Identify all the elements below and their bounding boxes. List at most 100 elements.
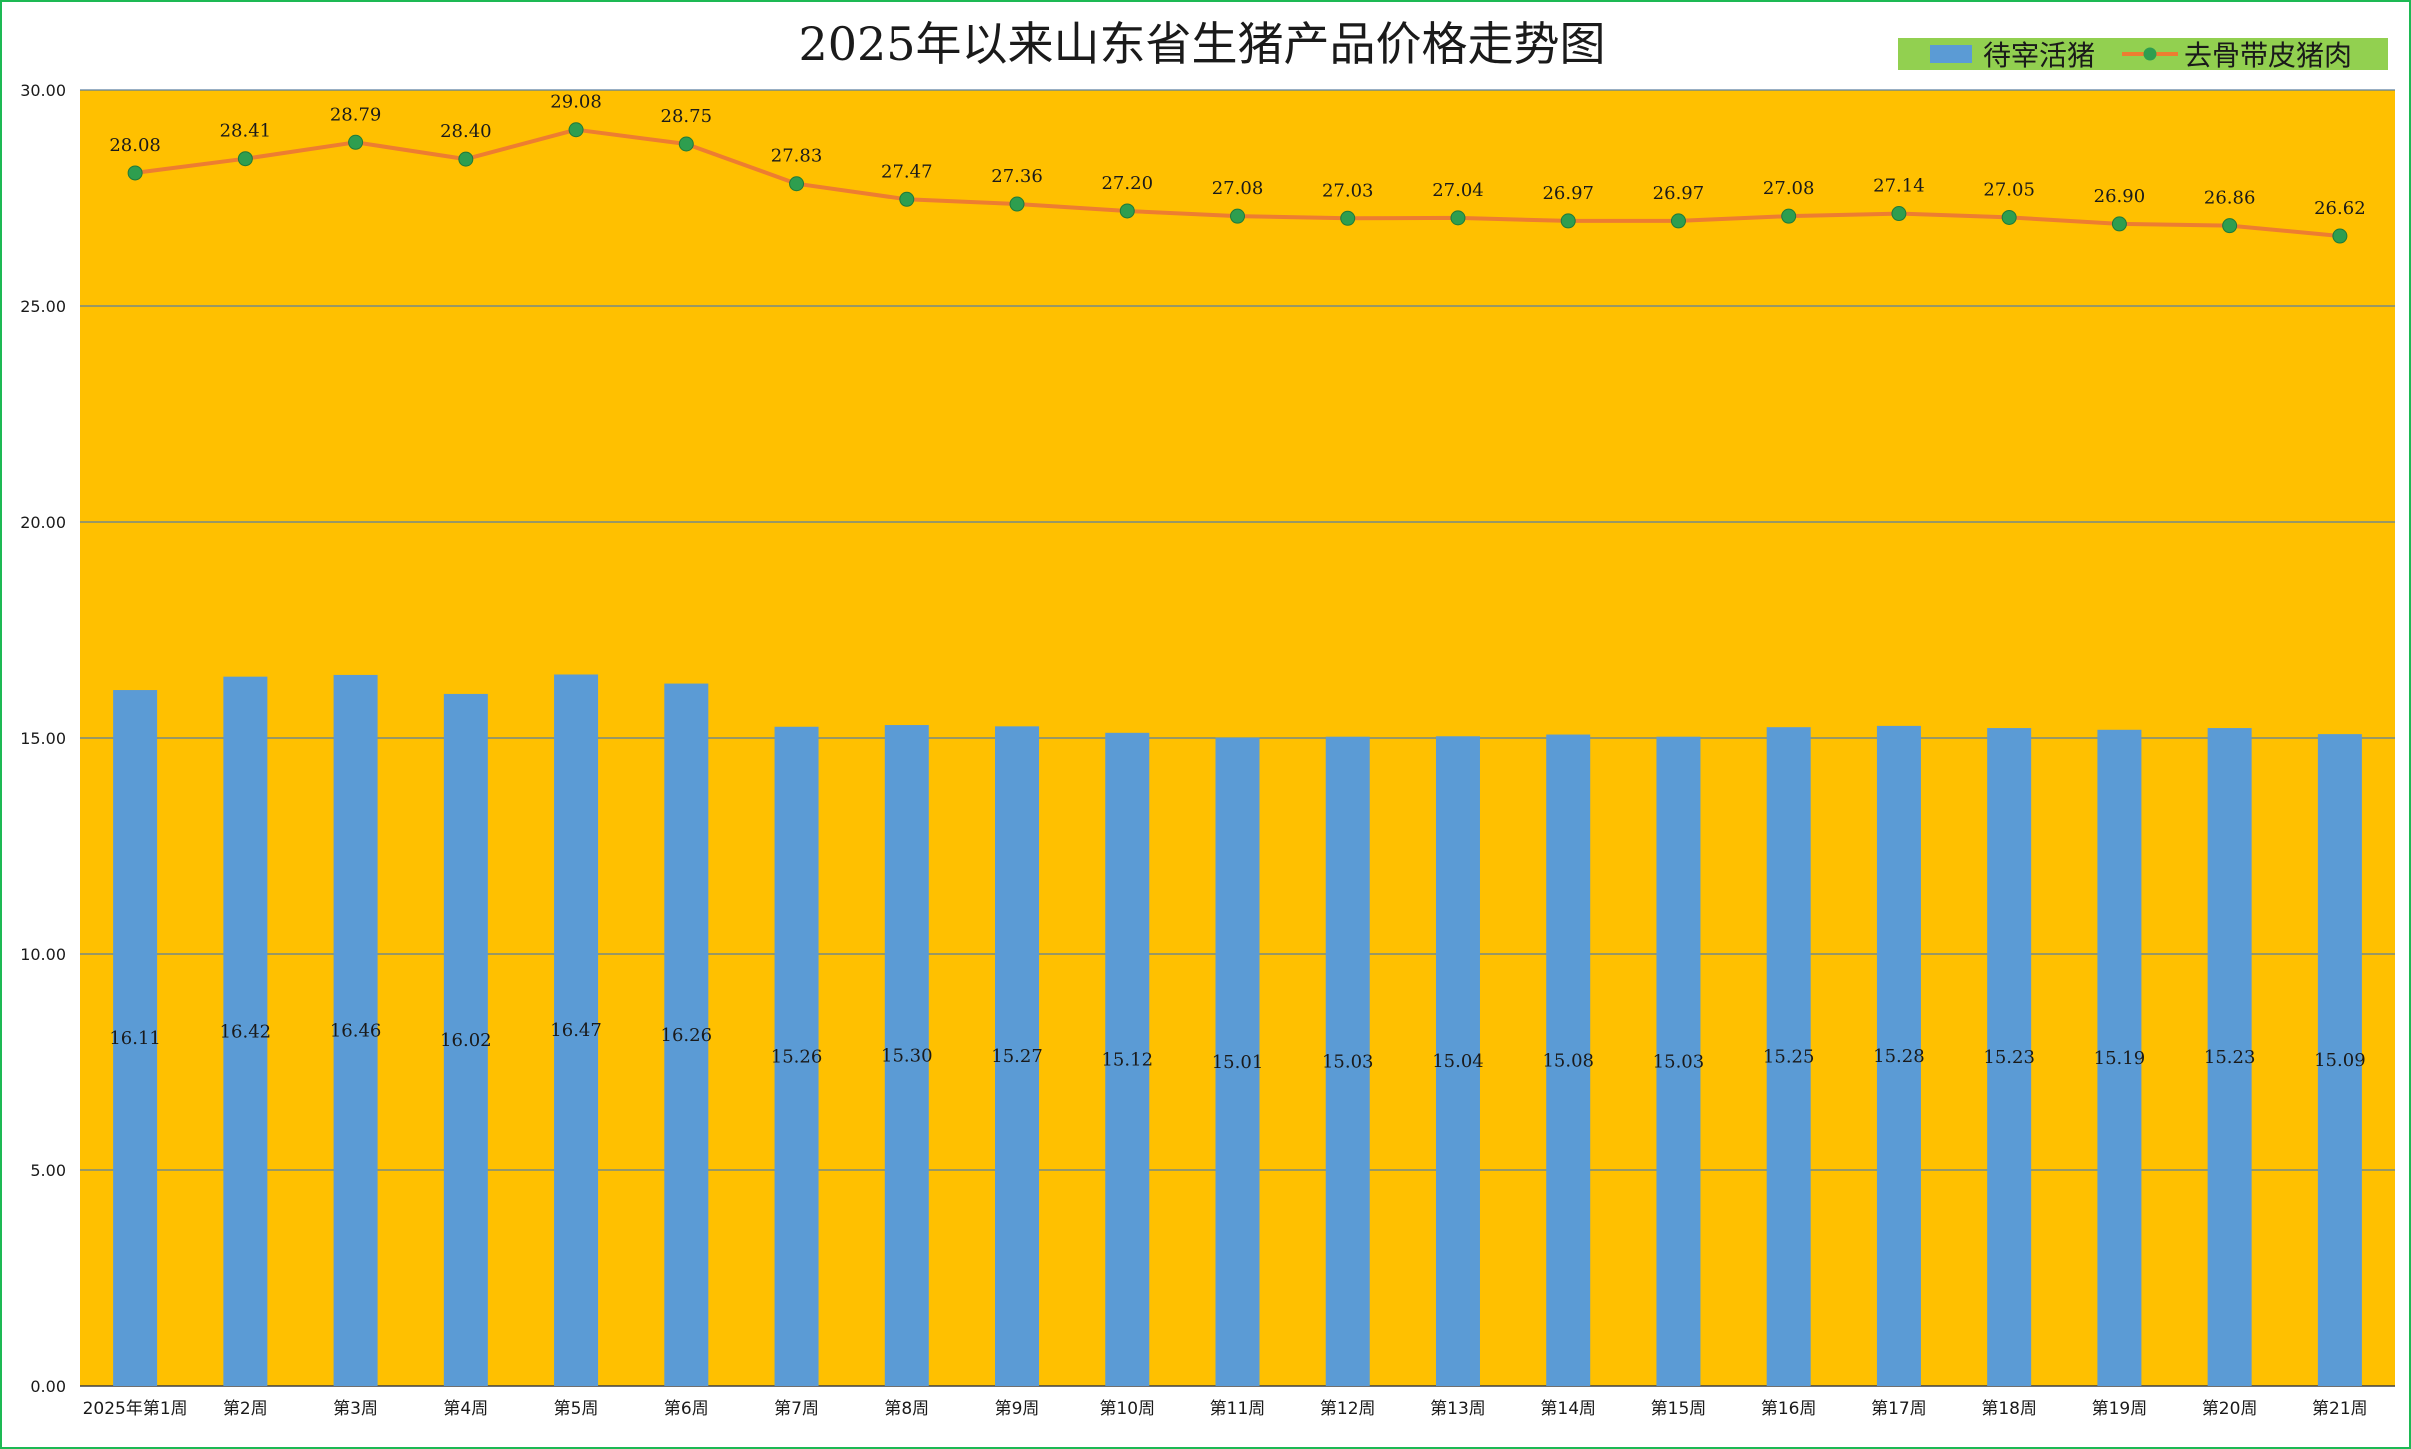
x-tick-label: 第10周: [1099, 1399, 1155, 1419]
x-tick-label: 第9周: [995, 1399, 1040, 1419]
bar-data-label: 15.23: [2204, 1047, 2256, 1068]
x-tick-label: 第14周: [1540, 1399, 1596, 1419]
x-axis-ticks: 2025年第1周 第2周 第3周 第4周 第5周 第6周 第7周 第8周 第9周 第10周 第11周…: [83, 1399, 2368, 1419]
line-point: [237, 151, 253, 167]
bar: [443, 693, 488, 1386]
bar: [1435, 736, 1480, 1386]
bar: [884, 725, 929, 1386]
line-data-label: 28.75: [661, 106, 713, 127]
bar-data-label: 16.47: [550, 1020, 602, 1041]
bar: [774, 726, 819, 1386]
x-tick-label: 第13周: [1430, 1399, 1486, 1419]
bar-data-label: 15.28: [1873, 1046, 1925, 1067]
bar: [2097, 729, 2142, 1386]
legend: 待宰活猪 去骨带皮猪肉: [1898, 38, 2388, 72]
y-tick-label: 15.00: [20, 729, 66, 748]
line-data-label: 27.36: [991, 166, 1043, 187]
chart-title: 2025年以来山东省生猪产品价格走势图: [798, 17, 1605, 71]
line-point: [1009, 196, 1025, 212]
x-tick-label: 2025年第1周: [83, 1399, 188, 1419]
x-tick-label: 第12周: [1320, 1399, 1376, 1419]
bar-data-label: 15.23: [1983, 1047, 2035, 1068]
legend-marker-swatch: [2143, 47, 2157, 61]
x-tick-label: 第8周: [884, 1399, 929, 1419]
y-tick-label: 0.00: [30, 1377, 66, 1396]
x-tick-label: 第7周: [774, 1399, 819, 1419]
bar: [1215, 737, 1260, 1386]
line-data-label: 27.14: [1873, 176, 1925, 197]
bar: [995, 726, 1040, 1386]
line-data-label: 28.79: [330, 104, 382, 125]
bar: [554, 674, 599, 1386]
line-point: [1340, 210, 1356, 226]
line-point: [2111, 216, 2127, 232]
legend-bar-swatch: [1930, 45, 1972, 63]
bar-data-label: 15.26: [771, 1046, 823, 1067]
bar-data-label: 16.26: [661, 1025, 713, 1046]
x-tick-label: 第4周: [443, 1399, 488, 1419]
bar: [223, 676, 268, 1386]
x-tick-label: 第5周: [554, 1399, 599, 1419]
line-point: [1230, 208, 1245, 224]
x-tick-label: 第16周: [1761, 1399, 1817, 1419]
bar-data-label: 15.25: [1763, 1047, 1815, 1068]
bar-data-label: 15.04: [1432, 1051, 1484, 1072]
bar-data-label: 16.42: [220, 1021, 272, 1042]
y-tick-label: 30.00: [20, 81, 66, 100]
bar-data-label: 15.03: [1653, 1051, 1705, 1072]
y-tick-label: 5.00: [30, 1161, 66, 1180]
line-point: [1781, 208, 1797, 224]
bar-data-label: 15.19: [2094, 1048, 2146, 1069]
line-data-label: 26.97: [1653, 183, 1705, 204]
line-data-label: 26.90: [2094, 186, 2146, 207]
line-point: [568, 122, 584, 138]
bar-data-label: 16.02: [440, 1030, 492, 1051]
legend-label-live-hog: 待宰活猪: [1983, 39, 2095, 72]
line-series-pork: [127, 122, 2348, 244]
line-data-labels: 28.08 28.41 28.79 28.40 29.08 28.75 27.83 27.47…: [109, 92, 2365, 219]
bar-data-label: 15.01: [1212, 1052, 1264, 1073]
bar: [1325, 736, 1370, 1386]
bar: [1987, 728, 2032, 1386]
bar-data-label: 16.46: [330, 1020, 382, 1041]
bar: [2317, 734, 2362, 1386]
x-tick-label: 第19周: [2092, 1399, 2148, 1419]
bar: [2207, 728, 2252, 1386]
bar-data-labels: 16.11 16.42 16.46 16.02 16.47 16.26 15.26 15.30…: [109, 1020, 2365, 1073]
line-point: [458, 151, 474, 167]
line-data-label: 28.40: [440, 121, 492, 142]
line-data-label: 27.08: [1763, 178, 1815, 199]
bar-data-label: 15.30: [881, 1046, 933, 1067]
x-tick-label: 第11周: [1210, 1399, 1266, 1419]
line-point: [678, 136, 694, 152]
x-tick-label: 第21周: [2312, 1399, 2368, 1419]
line-data-label: 26.97: [1542, 183, 1594, 204]
line-data-label: 28.41: [220, 121, 272, 142]
x-tick-label: 第2周: [223, 1399, 268, 1419]
bar-data-label: 15.03: [1322, 1051, 1374, 1072]
y-tick-label: 25.00: [20, 297, 66, 316]
y-tick-label: 20.00: [20, 513, 66, 532]
line-data-label: 27.03: [1322, 180, 1374, 201]
line-data-label: 27.04: [1432, 180, 1484, 201]
line-point: [1560, 213, 1576, 229]
bar: [664, 683, 709, 1386]
bar: [113, 690, 158, 1386]
line-data-label: 29.08: [550, 92, 602, 113]
line-data-label: 27.20: [1101, 173, 1153, 194]
x-tick-label: 第17周: [1871, 1399, 1927, 1419]
line-point: [2222, 218, 2238, 234]
line-point: [899, 191, 915, 207]
line-point: [789, 176, 805, 192]
bar: [1876, 725, 1921, 1386]
x-tick-label: 第6周: [664, 1399, 709, 1419]
y-axis-ticks: 0.00 5.00 10.00 15.00 20.00 25.00 30.00: [20, 81, 66, 1396]
bar-data-label: 15.12: [1101, 1049, 1153, 1070]
line-data-label: 26.62: [2314, 198, 2366, 219]
line-data-label: 27.83: [771, 146, 823, 167]
bar-series-live-hog: [113, 674, 2362, 1386]
bar-data-label: 16.11: [109, 1028, 161, 1049]
line-data-label: 26.86: [2204, 188, 2256, 209]
line-point: [348, 134, 364, 150]
